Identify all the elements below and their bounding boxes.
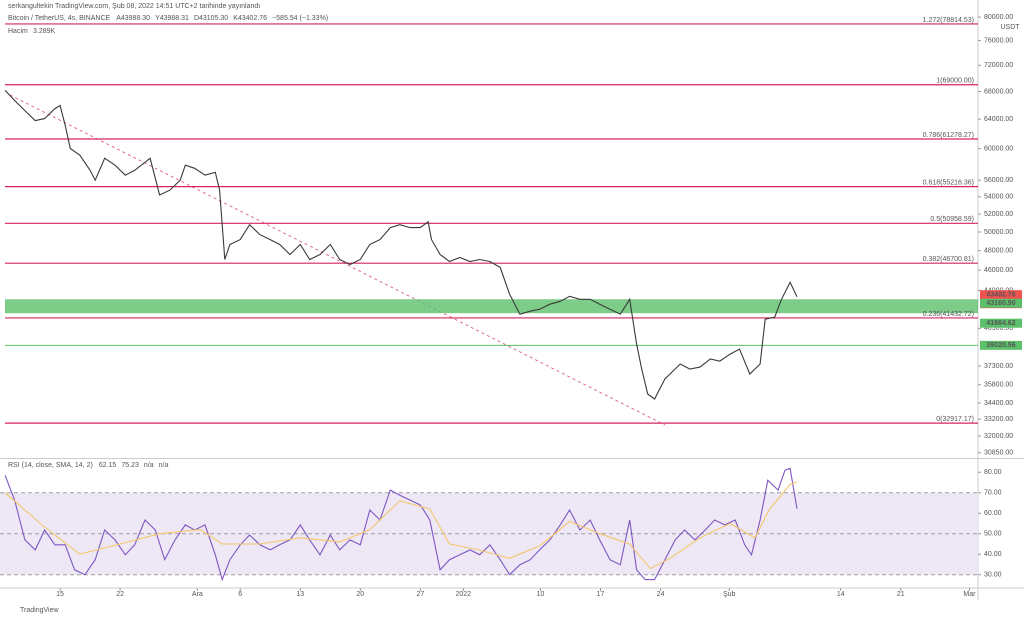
y-tick-label: 48000.00 bbox=[984, 248, 1013, 255]
rsi-band bbox=[0, 492, 978, 575]
y-tick-label: 30850.00 bbox=[984, 450, 1013, 457]
y-tick-label: 52000.00 bbox=[984, 211, 1013, 218]
y-tick-label: 64000.00 bbox=[984, 116, 1013, 123]
y-tick-label: 40500.00 bbox=[984, 325, 1013, 332]
y-tick-label: 72000.00 bbox=[984, 62, 1013, 69]
last-price: 43402.76 bbox=[986, 292, 1015, 299]
x-tick-label: 15 bbox=[56, 591, 64, 598]
y-tick-label: 60.00 bbox=[984, 510, 1002, 517]
x-tick-label: 2022 bbox=[455, 591, 471, 598]
ohlc-value: Y43988.31 bbox=[155, 15, 189, 22]
last-price-box bbox=[980, 290, 1022, 300]
x-tick-label: 17 bbox=[597, 591, 605, 598]
y-tick-label: 80.00 bbox=[984, 469, 1002, 476]
support-label-box bbox=[980, 340, 1022, 350]
fib-label: 0.786(61278.27) bbox=[923, 132, 974, 139]
y-tick-label: 70.00 bbox=[984, 490, 1002, 497]
y-tick-label: 60000.00 bbox=[984, 145, 1013, 152]
series-line bbox=[4, 481, 798, 570]
ohlc-value: K43402.76 bbox=[233, 15, 267, 22]
zone-label: 43160.90 bbox=[986, 300, 1015, 307]
trend-line bbox=[9, 94, 666, 426]
volume-label: Hacim bbox=[8, 28, 28, 35]
zone-label-box bbox=[980, 318, 1022, 328]
y-tick-label: 34400.00 bbox=[984, 400, 1013, 407]
fib-label: 0.236(41432.72) bbox=[923, 311, 974, 318]
x-tick-label: 13 bbox=[296, 591, 304, 598]
credit: serkangultekin TradingView.com, Şub 08, … bbox=[8, 3, 260, 10]
y-tick-label: 50000.00 bbox=[984, 229, 1013, 236]
y-tick-label: 30.00 bbox=[984, 572, 1002, 579]
x-tick-label: 22 bbox=[116, 591, 124, 598]
y-tick-label: 54000.00 bbox=[984, 194, 1013, 201]
y-tick-label: 80000.00 bbox=[984, 14, 1013, 21]
x-tick-label: Mar bbox=[963, 591, 976, 598]
fib-label: 1.272(78814.53) bbox=[923, 17, 974, 24]
zone-label: 41864.62 bbox=[986, 320, 1015, 327]
symbol: Bitcoin / TetherUS, 4s, BINANCE bbox=[8, 15, 111, 22]
volume-value: 3.289K bbox=[33, 28, 56, 35]
x-tick-label: 6 bbox=[238, 591, 242, 598]
y-tick-label: 33200.00 bbox=[984, 416, 1013, 423]
y-tick-label: 46000.00 bbox=[984, 267, 1013, 274]
fib-label: 0(32917.17) bbox=[936, 416, 974, 423]
y-tick-label: 40.00 bbox=[984, 551, 1002, 558]
series-line bbox=[4, 90, 798, 400]
x-tick-label: Şub bbox=[723, 591, 736, 598]
y-tick-label: 37300.00 bbox=[984, 363, 1013, 370]
support-label: 39020.56 bbox=[986, 342, 1015, 349]
rsi-readout: 75.23 bbox=[121, 462, 139, 469]
fib-label: 0.5(50958.59) bbox=[930, 216, 974, 223]
rsi-title: RSI (14, close, SMA, 14, 2) bbox=[8, 462, 93, 469]
y-tick-label: 76000.00 bbox=[984, 37, 1013, 44]
x-tick-label: 20 bbox=[356, 591, 364, 598]
ohlc-value: −585.54 (−1.33%) bbox=[272, 15, 328, 22]
ohlc-value: A43988.30 bbox=[116, 15, 150, 22]
fib-label: 0.618(55216.36) bbox=[923, 179, 974, 186]
logo: TradingView bbox=[20, 607, 59, 614]
y-tick-label: 68000.00 bbox=[984, 88, 1013, 95]
zone-label-box bbox=[980, 298, 1022, 308]
fib-label: 0.382(46700.81) bbox=[923, 256, 974, 263]
rsi-readout: n/a bbox=[144, 462, 154, 469]
fib-label: 1(69000.00) bbox=[936, 78, 974, 85]
currency: USDT bbox=[1000, 24, 1020, 31]
rsi-readout: 62.15 bbox=[99, 462, 117, 469]
x-tick-label: 10 bbox=[537, 591, 545, 598]
series-line bbox=[4, 467, 798, 582]
y-tick-label: 56000.00 bbox=[984, 177, 1013, 184]
x-tick-label: 24 bbox=[657, 591, 665, 598]
rsi-readout: n/a bbox=[159, 462, 169, 469]
x-tick-label: 27 bbox=[416, 591, 424, 598]
support-zone bbox=[5, 299, 978, 314]
y-tick-label: 35800.00 bbox=[984, 382, 1013, 389]
x-tick-label: 14 bbox=[837, 591, 845, 598]
x-tick-label: 21 bbox=[897, 591, 905, 598]
y-tick-label: 50.00 bbox=[984, 531, 1002, 538]
ohlc-value: D43105.30 bbox=[194, 15, 228, 22]
y-tick-label: 32000.00 bbox=[984, 433, 1013, 440]
x-tick-label: Ara bbox=[192, 591, 203, 598]
